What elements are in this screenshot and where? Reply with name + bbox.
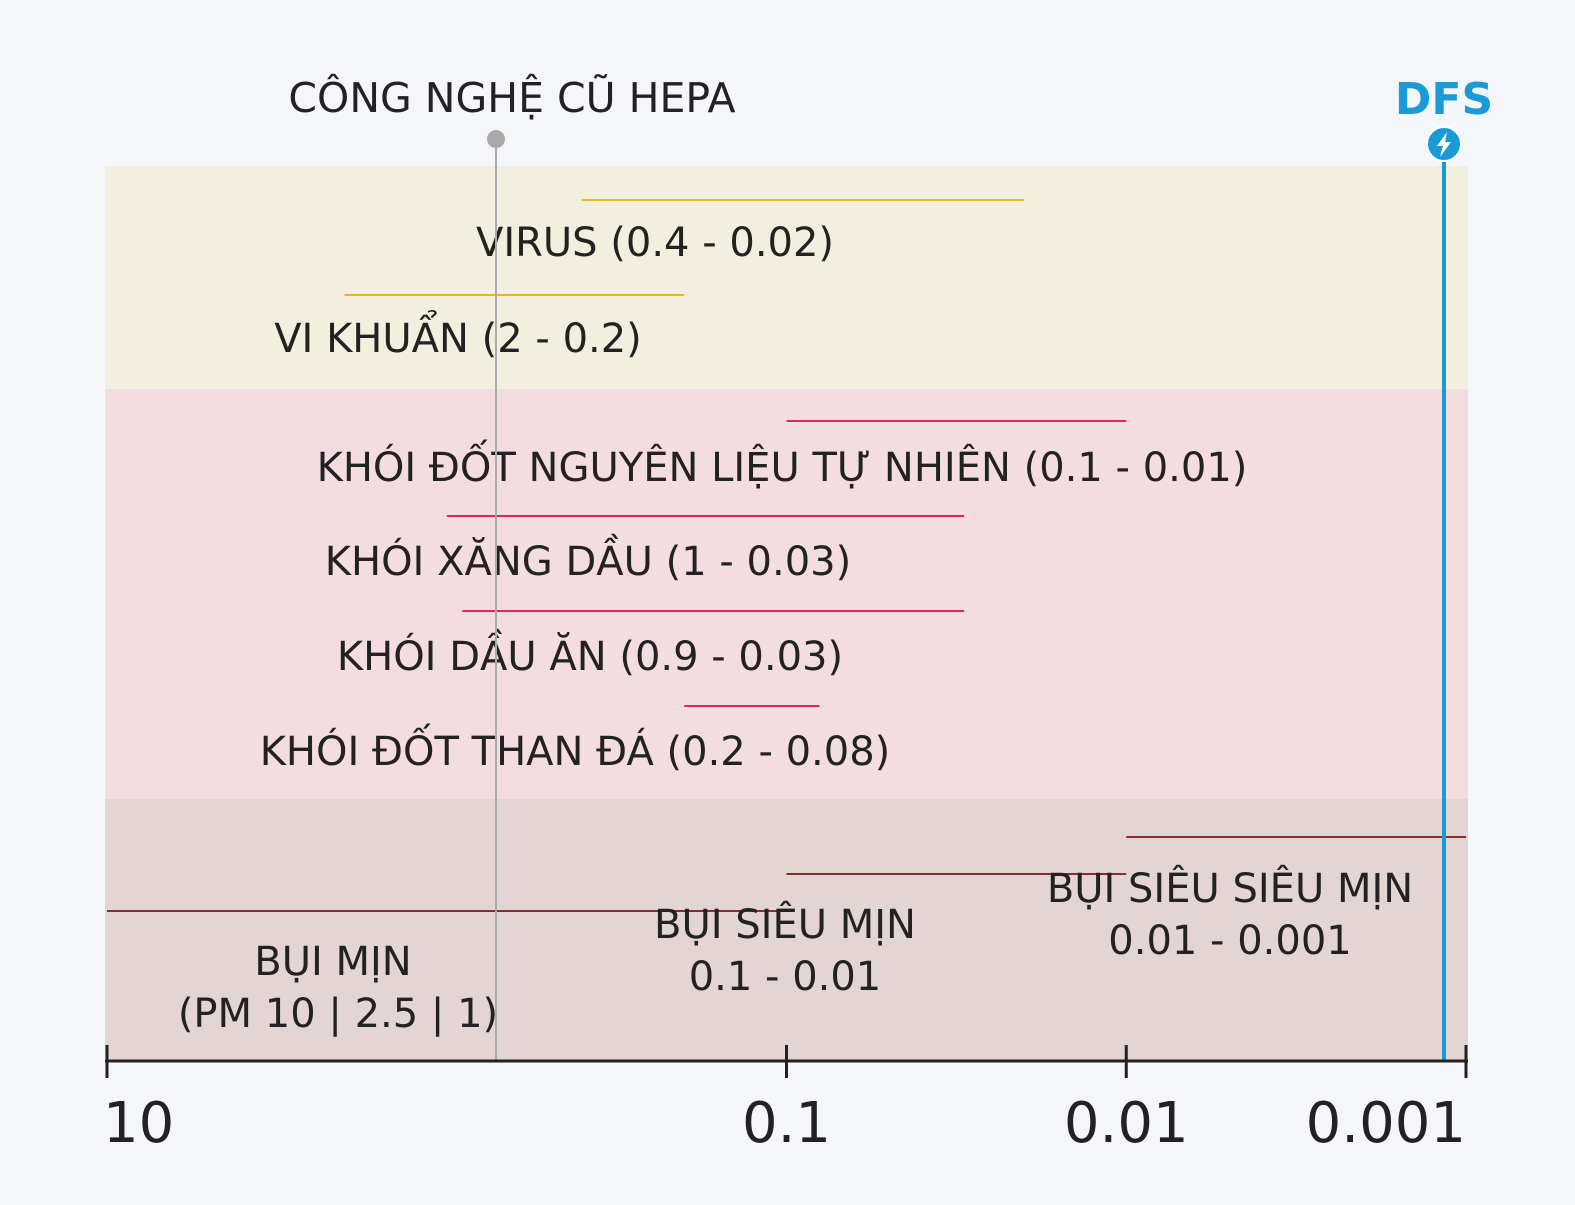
hepa-marker-dot (487, 130, 505, 148)
range-label-coal-smoke: KHÓI ĐỐT THAN ĐÁ (0.2 - 0.08) (260, 722, 891, 775)
band-smoke (105, 389, 1468, 799)
range-label-virus: VIRUS (0.4 - 0.02) (476, 220, 834, 266)
range-label-ultrafine-dust-range: 0.1 - 0.01 (689, 954, 882, 1000)
range-label-bacteria: VI KHUẨN (2 - 0.2) (274, 309, 642, 362)
x-axis-ticks: 10 0.1 0.01 0.001 (103, 1045, 1468, 1156)
dfs-label: DFS (1395, 74, 1493, 125)
range-label-ultrafine-dust-title: BỤI SIÊU MỊN (654, 900, 916, 948)
range-label-petrol-smoke: KHÓI XĂNG DẦU (1 - 0.03) (325, 533, 851, 585)
range-label-natural-smoke: KHÓI ĐỐT NGUYÊN LIỆU TỰ NHIÊN (0.1 - 0.0… (317, 438, 1248, 491)
lightning-bolt-icon (1437, 132, 1451, 157)
x-axis-tick-label: 0.001 (1306, 1091, 1466, 1156)
band-bio (105, 166, 1468, 389)
hepa-label: CÔNG NGHỆ CŨ HEPA (288, 74, 735, 122)
range-label-nano-dust-range: 0.01 - 0.001 (1108, 918, 1351, 964)
x-axis-tick-label: 10 (103, 1091, 174, 1156)
x-axis-tick-label: 0.1 (742, 1091, 831, 1156)
range-label-fine-dust-range: (PM 10 | 2.5 | 1) (178, 991, 498, 1037)
band-dust (105, 799, 1468, 1061)
x-axis-tick-label: 0.01 (1064, 1091, 1189, 1156)
range-label-nano-dust-title: BỤI SIÊU SIÊU MỊN (1047, 864, 1413, 912)
range-label-cooking-smoke: KHÓI DẦU ĂN (0.9 - 0.03) (337, 628, 843, 680)
range-label-fine-dust-title: BỤI MỊN (254, 939, 411, 985)
